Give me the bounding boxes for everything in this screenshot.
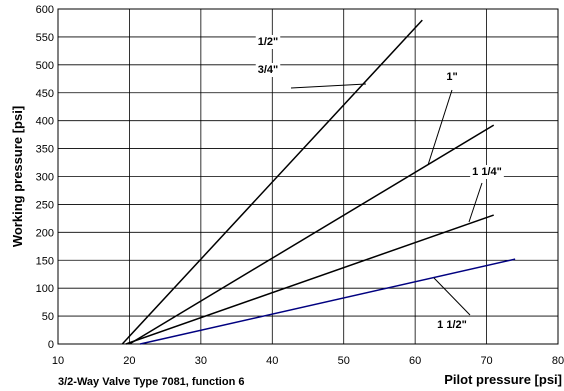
y-tick-label: 500 — [36, 60, 54, 72]
x-tick-label: 40 — [266, 355, 278, 367]
label-background — [255, 63, 281, 77]
y-tick-label: 600 — [36, 4, 54, 16]
series-line — [129, 124, 495, 345]
x-tick-label: 20 — [123, 355, 135, 367]
y-axis-title: Working pressure [psi] — [10, 106, 25, 247]
label-background — [444, 70, 460, 84]
label-leader-lines — [290, 83, 483, 316]
x-tick-label: 50 — [338, 355, 350, 367]
x-tick-label: 30 — [195, 355, 207, 367]
series-labels: 1/2" 3/4" 1" 1 1/4" 1 1/2" — [255, 35, 504, 332]
series-line — [125, 214, 494, 345]
series-label: 1 1/2" — [437, 319, 467, 331]
x-axis-title: Pilot pressure [psi] — [444, 372, 562, 387]
y-tick-label: 200 — [36, 227, 54, 239]
x-tick-label: 70 — [480, 355, 492, 367]
label-background — [470, 165, 504, 179]
chart-caption: 3/2-Way Valve Type 7081, function 6 — [58, 376, 244, 388]
leader-line — [290, 83, 367, 89]
x-tick-label: 10 — [52, 355, 64, 367]
y-tick-labels: 0 50 100 150 200 250 300 350 400 450 500 550 600 — [36, 4, 54, 351]
y-tick-label: 450 — [36, 88, 54, 100]
y-tick-label: 100 — [36, 283, 54, 295]
y-tick-label: 300 — [36, 172, 54, 184]
leader-line — [427, 89, 453, 166]
y-tick-label: 400 — [36, 116, 54, 128]
y-tick-label: 150 — [36, 255, 54, 267]
series-label: 3/4" — [258, 64, 279, 76]
leader-line — [433, 277, 471, 316]
series-label: 1/2" — [258, 36, 279, 48]
x-tick-labels: 10 20 30 40 50 60 70 80 — [52, 355, 564, 367]
series-label: 1 1/4" — [472, 166, 502, 178]
x-tick-label: 60 — [409, 355, 421, 367]
series-line — [121, 19, 423, 345]
x-tick-label: 80 — [552, 355, 564, 367]
series-line — [139, 258, 516, 345]
label-background — [435, 318, 469, 332]
y-tick-label: 550 — [36, 32, 54, 44]
series-label: 1" — [446, 71, 457, 83]
y-tick-label: 0 — [48, 339, 54, 351]
y-tick-label: 350 — [36, 144, 54, 156]
leader-line — [468, 182, 483, 223]
y-tick-label: 250 — [36, 199, 54, 211]
plot-frame — [57, 8, 559, 345]
y-tick-label: 50 — [42, 311, 54, 323]
label-background — [255, 35, 281, 49]
series-lines — [121, 19, 516, 345]
